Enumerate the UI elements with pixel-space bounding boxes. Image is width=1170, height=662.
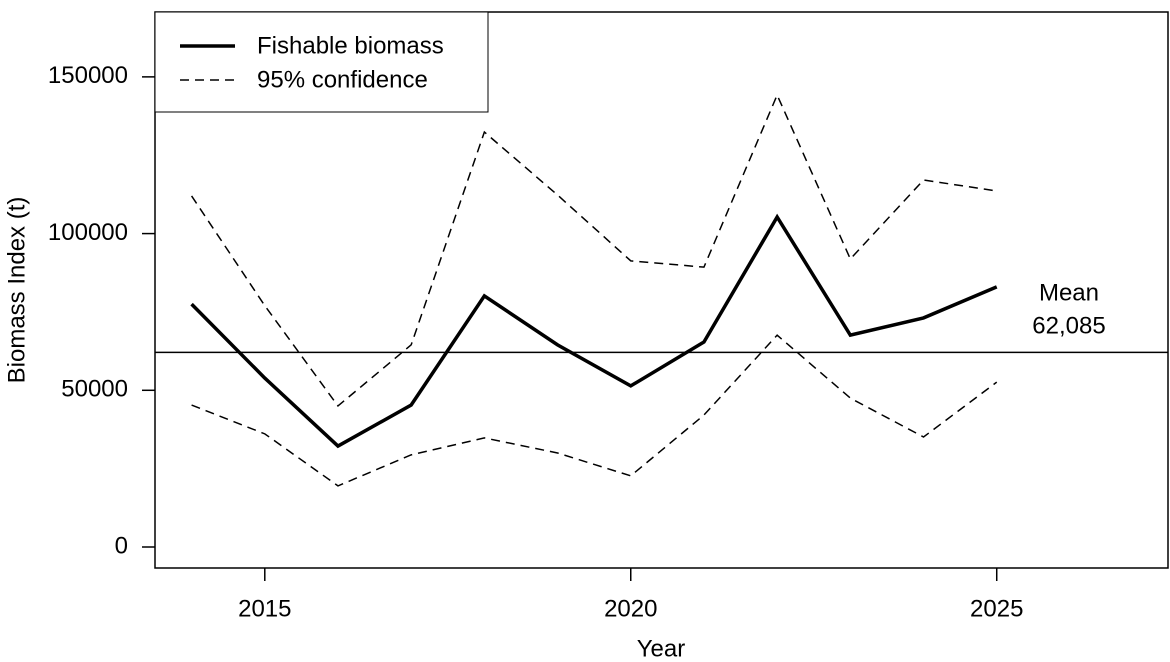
x-axis-label: Year — [637, 635, 686, 662]
series-line — [190, 213, 998, 449]
y-axis-label: Biomass Index (t) — [3, 197, 30, 384]
x-tick-label: 2020 — [604, 595, 657, 622]
confidence-lower — [191, 334, 998, 487]
legend-box — [154, 11, 489, 113]
y-tick-label: 0 — [115, 532, 128, 559]
legend-label: Fishable biomass — [257, 32, 444, 59]
legend-label: 95% confidence — [257, 66, 428, 93]
plot-frame — [154, 11, 1169, 569]
confidence-upper — [190, 93, 997, 408]
y-tick-label: 50000 — [61, 376, 128, 403]
x-tick-label: 2025 — [970, 595, 1023, 622]
y-tick-label: 100000 — [48, 219, 128, 246]
mean-value-label: 62,085 — [1032, 312, 1105, 339]
mean-label: Mean — [1039, 279, 1099, 306]
y-tick-label: 150000 — [48, 62, 128, 89]
x-tick-label: 2015 — [238, 595, 291, 622]
